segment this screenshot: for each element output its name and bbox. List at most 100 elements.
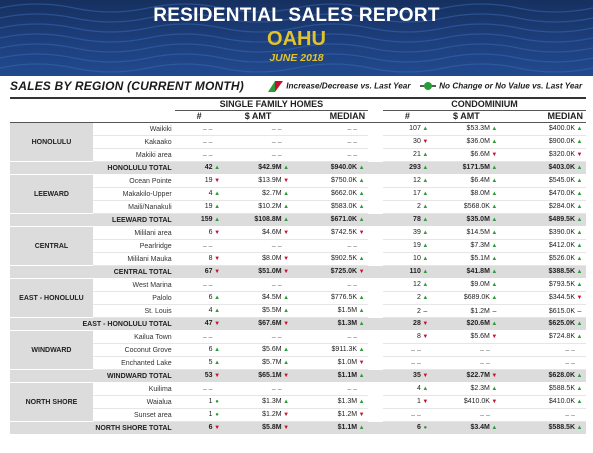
column-gap (368, 279, 383, 292)
value-cell: – – (292, 382, 369, 396)
value-text: $1.2M (337, 411, 358, 418)
no-value-dash-icon: – (577, 307, 582, 315)
value-cell: $344.5K ▼ (500, 291, 586, 305)
value-cell: $776.5K ▲ (292, 291, 369, 305)
decrease-triangle-icon: ▼ (283, 256, 290, 262)
value-text: $1.3M (262, 398, 282, 405)
value-text: 19 (204, 177, 213, 184)
table-row: Enchanted Lake 5 ▲ $5.7M ▲ $1.0M ▼ – – – – – – (10, 356, 586, 370)
total-label: LEEWARD TOTAL (10, 213, 175, 227)
increase-triangle-icon: ▲ (422, 269, 429, 275)
value-cell: $108.8M ▲ (223, 213, 293, 227)
decrease-triangle-icon: ▼ (283, 230, 290, 236)
value-text: $615.0K (548, 307, 575, 315)
value-cell: $20.6M ▲ (431, 317, 501, 331)
value-text: $7.3M (470, 242, 490, 249)
value-text: 4 (208, 307, 213, 314)
section-title: SALES BY REGION (CURRENT MONTH) (10, 79, 244, 93)
value-cell: 35 ▼ (382, 369, 432, 383)
value-cell: $568.0K ▲ (431, 200, 501, 214)
value-text: $6.6M (470, 151, 490, 158)
increase-triangle-icon: ▲ (576, 230, 583, 236)
column-header-condo-count: # (382, 110, 432, 123)
value-text: $689.0K (463, 294, 490, 301)
increase-triangle-icon: ▲ (214, 204, 221, 210)
value-cell: – – (500, 356, 586, 370)
increase-triangle-icon: ▲ (491, 191, 498, 197)
value-text: – – (271, 151, 282, 159)
value-text: – – (202, 138, 213, 146)
value-cell: 47 ▼ (174, 317, 224, 331)
value-cell: 6 ▲ (174, 343, 224, 357)
increase-triangle-icon: ▲ (214, 295, 221, 301)
total-label: EAST - HONOLULU TOTAL (10, 317, 175, 331)
increase-triangle-icon: ▲ (491, 243, 498, 249)
decrease-triangle-icon: ▼ (214, 230, 221, 236)
legend-change-label: Increase/Decrease vs. Last Year (286, 81, 411, 91)
value-cell: 19 ▲ (382, 239, 432, 253)
area-label: Kakaako (92, 135, 175, 149)
column-header-row: # $ AMT MEDIAN # $ AMT MEDIAN (10, 110, 586, 123)
value-cell: $10.2M ▲ (223, 200, 293, 214)
increase-triangle-icon: ▲ (422, 165, 429, 171)
value-cell: 12 ▲ (382, 278, 432, 292)
value-text: 6 (208, 424, 213, 431)
value-cell: $5.6M ▲ (223, 343, 293, 357)
increase-triangle-icon: ▲ (214, 165, 221, 171)
value-cell: $470.0K ▲ (500, 187, 586, 201)
group-header-sfh: SINGLE FAMILY HOMES (174, 99, 369, 111)
column-header-sfh-amount: $ AMT (223, 110, 293, 123)
value-text: $5.1M (470, 255, 490, 262)
column-gap (368, 123, 383, 136)
value-text: $568.0K (463, 203, 490, 210)
value-cell: $911.3K ▲ (292, 343, 369, 357)
value-cell: $1.2M – (431, 304, 501, 318)
column-gap (368, 213, 383, 227)
value-cell: $41.8M ▲ (431, 265, 501, 279)
value-cell: 5 ▲ (174, 356, 224, 370)
value-text: 47 (204, 320, 213, 327)
column-gap (368, 344, 383, 357)
sales-table: SINGLE FAMILY HOMES CONDOMINIUM # $ AMT … (10, 99, 586, 435)
decrease-triangle-icon: ▼ (422, 373, 429, 379)
value-text: $902.5K (331, 255, 358, 262)
value-text: $403.0K (548, 164, 575, 171)
increase-triangle-icon: ▲ (576, 204, 583, 210)
increase-triangle-icon: ▲ (491, 126, 498, 132)
region-label: NORTH SHORE (10, 382, 93, 422)
value-cell: $400.0K ▲ (500, 122, 586, 136)
value-text: $911.3K (331, 346, 358, 353)
value-cell: 6 ▼ (174, 421, 224, 435)
value-cell: 6 ▼ (174, 226, 224, 240)
value-cell: 42 ▲ (174, 161, 224, 175)
increase-triangle-icon: ▲ (491, 425, 498, 431)
column-header-sfh-count: # (174, 110, 224, 123)
value-cell: $742.5K ▼ (292, 226, 369, 240)
value-text: – – (411, 359, 421, 367)
section-divider (10, 97, 586, 99)
increase-triangle-icon: ▲ (491, 178, 498, 184)
value-text: 1 (208, 398, 213, 405)
column-header-condo-median: MEDIAN (500, 110, 586, 123)
value-text: $6.4M (470, 177, 490, 184)
value-text: – – (347, 281, 358, 289)
total-label: NORTH SHORE TOTAL (10, 421, 175, 435)
area-label: Waikiki (92, 122, 175, 136)
value-cell: $1.0M ▼ (292, 356, 369, 370)
value-text: $900.0K (548, 138, 575, 145)
value-cell: 21 ▲ (382, 148, 432, 162)
column-gap (368, 227, 383, 240)
value-text: $1.5M (337, 307, 358, 314)
area-label: Makiki area (92, 148, 175, 162)
value-cell: 6 ▲ (174, 291, 224, 305)
increase-triangle-icon: ▲ (358, 399, 365, 405)
value-text: $583.0K (331, 203, 358, 210)
value-text: – – (411, 346, 421, 354)
value-text: $344.5K (548, 294, 575, 301)
total-label: HONOLULU TOTAL (10, 161, 175, 175)
area-label: Mililani area (92, 226, 175, 240)
increase-triangle-icon: ▲ (358, 178, 365, 184)
increase-triangle-icon: ▲ (422, 152, 429, 158)
value-text: $13.9M (258, 177, 282, 184)
legend-nochange-label: No Change or No Value vs. Last Year (439, 81, 583, 91)
